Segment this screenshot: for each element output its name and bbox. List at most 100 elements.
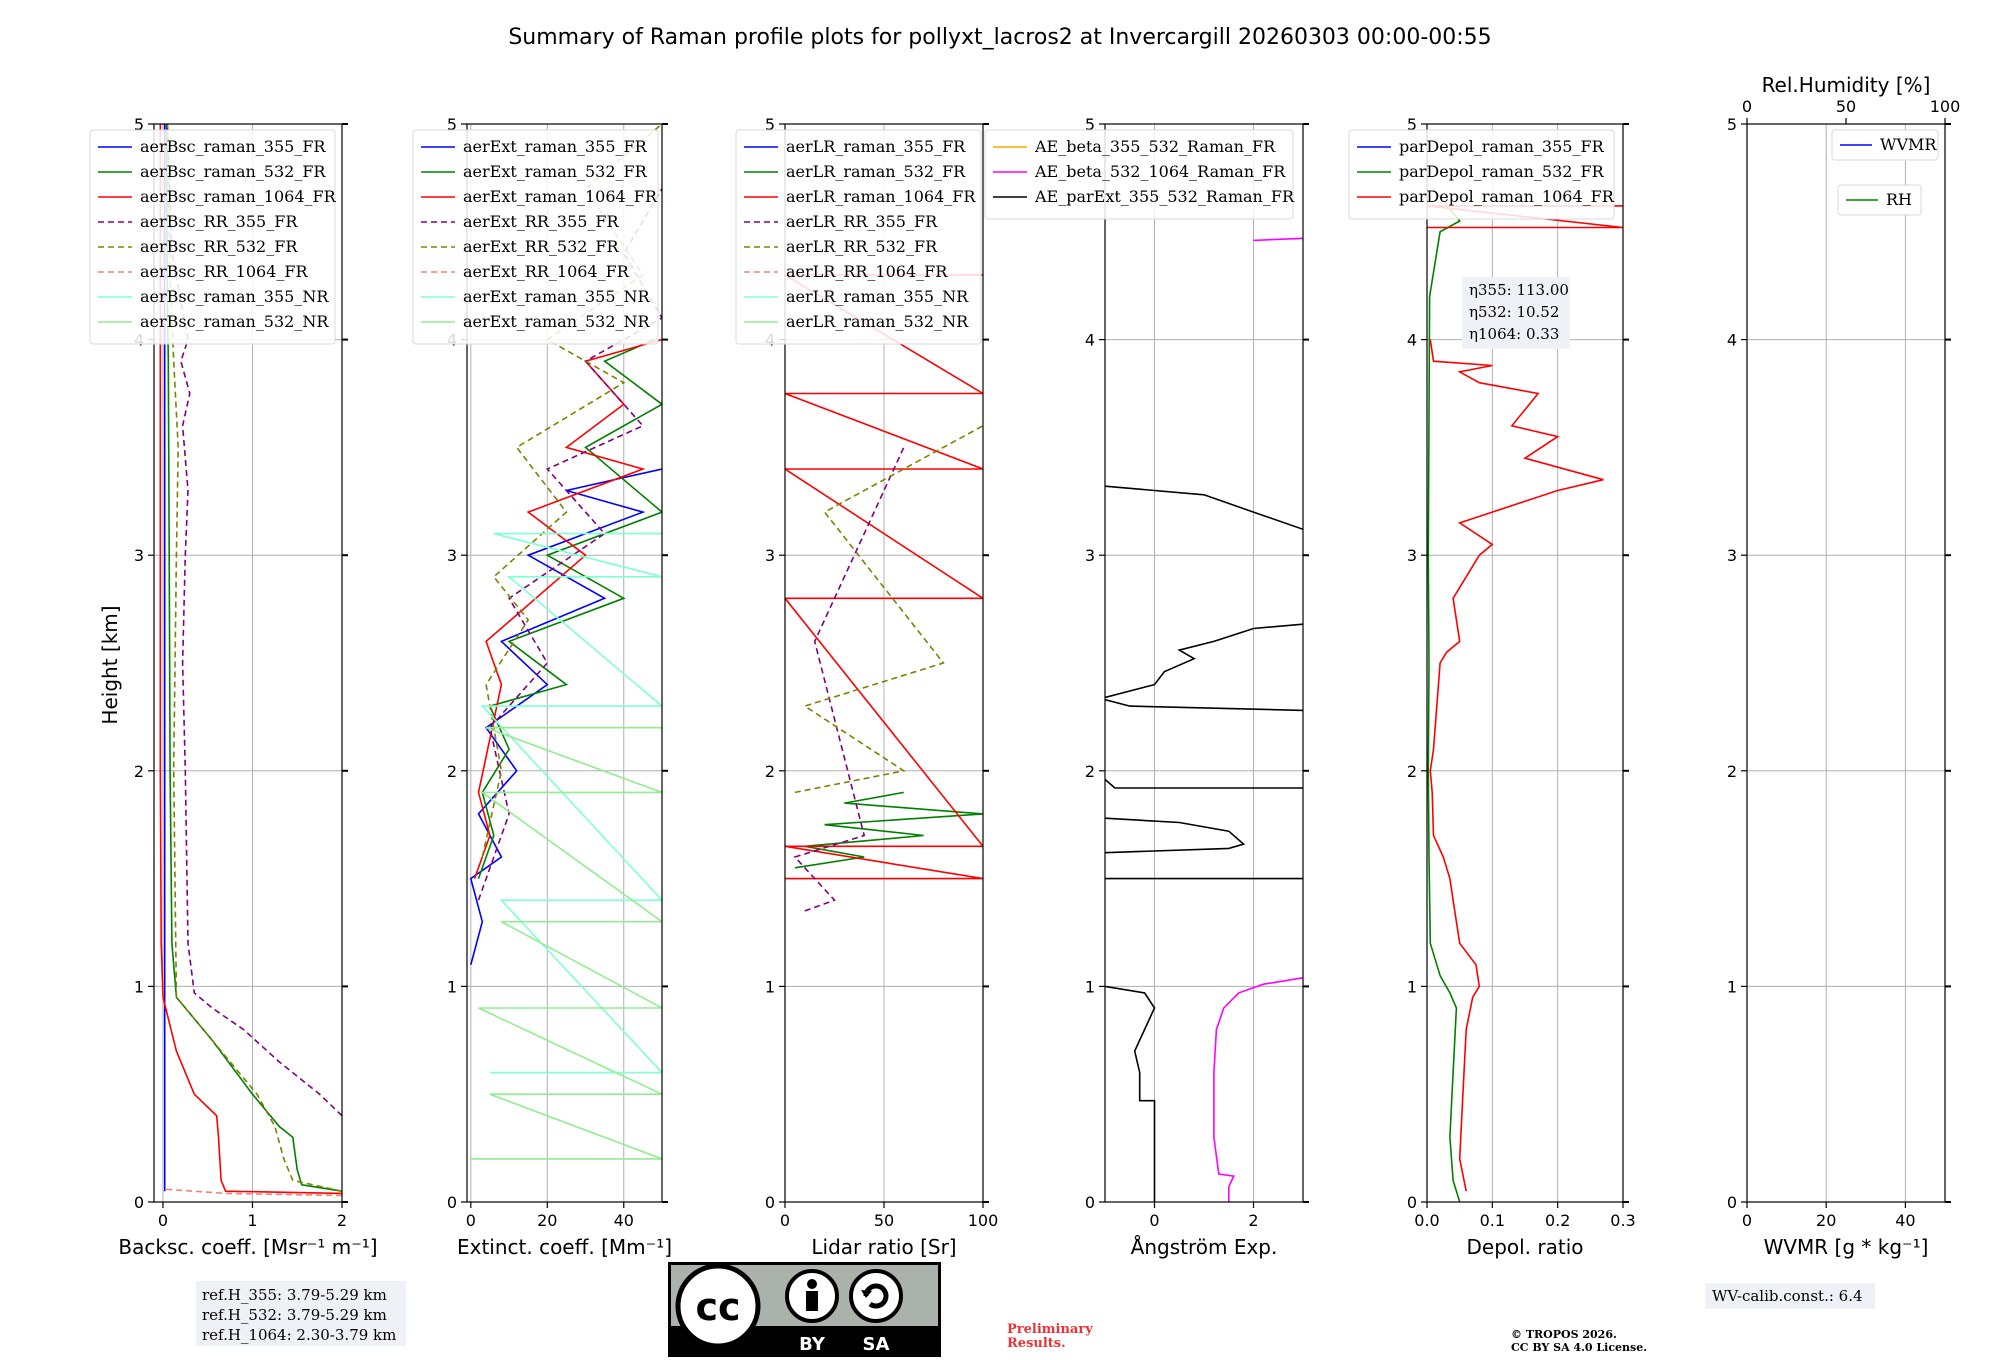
ref-h-532: ref.H_532: 3.79-5.29 km bbox=[202, 1306, 387, 1324]
eta-line: η532: 10.52 bbox=[1469, 303, 1559, 321]
y-tick-label: 1 bbox=[447, 977, 457, 996]
eta-annotation: η355: 113.00 η532: 10.52 η1064: 0.33 bbox=[1462, 277, 1570, 349]
y-tick-label: 4 bbox=[1085, 331, 1095, 350]
legend-label: aerExt_RR_1064_FR bbox=[463, 262, 630, 281]
plot-frame bbox=[153, 123, 343, 1203]
series-aerLR_raman_1064_FR bbox=[785, 274, 983, 880]
y-tick-label: 3 bbox=[1085, 546, 1095, 565]
x-tick-label: 50 bbox=[874, 1211, 894, 1230]
legend-label: aerBsc_RR_355_FR bbox=[140, 212, 298, 231]
cc-icon bbox=[675, 1263, 761, 1349]
series-aerBsc_RR_355_FR bbox=[166, 124, 342, 1117]
legend-label: aerExt_raman_532_NR bbox=[463, 312, 651, 331]
x-tick-label: 40 bbox=[614, 1211, 634, 1230]
panel-1: 012012345Backsc. coeff. [Msr⁻¹ m⁻¹]aerBs… bbox=[89, 115, 378, 1259]
legend-label: aerLR_raman_355_FR bbox=[786, 137, 966, 156]
y-tick-label: 3 bbox=[1407, 546, 1417, 565]
legend-label: AE_beta_532_1064_Raman_FR bbox=[1034, 162, 1286, 181]
legend-label: aerLR_RR_355_FR bbox=[786, 212, 938, 231]
plot-frame bbox=[1104, 123, 1304, 1203]
ref-height-box: ref.H_355: 3.79-5.29 km ref.H_532: 3.79-… bbox=[196, 1281, 406, 1346]
series-aerBsc_raman_1064_FR bbox=[159, 124, 342, 1195]
y-tick-label: 3 bbox=[134, 546, 144, 565]
y-tick-label: 1 bbox=[1085, 977, 1095, 996]
plot-frame bbox=[1426, 123, 1624, 1203]
legend-label: parDepol_raman_532_FR bbox=[1399, 162, 1605, 181]
legend-label: AE_parExt_355_532_Raman_FR bbox=[1034, 187, 1295, 206]
x-tick-label: 40 bbox=[1895, 1211, 1915, 1230]
eta-line: η1064: 0.33 bbox=[1469, 325, 1559, 343]
legend-box bbox=[735, 129, 982, 345]
legend-label: aerBsc_raman_355_FR bbox=[140, 137, 326, 156]
legend-box bbox=[984, 129, 1294, 220]
top-tick-label: 50 bbox=[1836, 97, 1856, 116]
series-group bbox=[159, 124, 342, 1197]
panel-6: 0 20 40 0 1 2 3 4 5 WVMR [g * kg⁻¹] 0 50 100Rel.Humi… bbox=[1727, 73, 1960, 1259]
legend-label: aerExt_raman_1064_FR bbox=[463, 187, 658, 206]
series-AE_beta_532_1064_Raman_FR bbox=[1213, 977, 1303, 1202]
legend: aerExt_raman_355_FR aerExt_raman_532_FRae… bbox=[412, 129, 659, 345]
series-AE_parExt_355_532_Raman_FR_7 bbox=[1105, 485, 1303, 531]
legend-label: aerBsc_raman_1064_FR bbox=[140, 187, 337, 206]
series-AE_parExt_355_532_Raman_FR_4 bbox=[1105, 778, 1303, 789]
y-tick-label: 2 bbox=[765, 762, 775, 781]
legend-label: aerBsc_raman_532_NR bbox=[140, 312, 329, 331]
y-tick-label: 3 bbox=[765, 546, 775, 565]
legend-label: aerLR_raman_355_NR bbox=[786, 287, 969, 306]
cc-license-badge: cc BY SA bbox=[668, 1262, 941, 1357]
x-tick-label: 2 bbox=[1248, 1211, 1258, 1230]
x-axis-label: Extinct. coeff. [Mm⁻¹] bbox=[457, 1235, 672, 1259]
x-tick-label: 0.1 bbox=[1480, 1211, 1505, 1230]
preliminary-line2: Results. bbox=[1007, 1336, 1066, 1351]
series-aerExt_raman_532_FR bbox=[477, 338, 662, 879]
y-tick-label: 2 bbox=[447, 762, 457, 781]
legend-label: aerLR_RR_1064_FR bbox=[786, 262, 948, 281]
legend-box bbox=[412, 129, 659, 345]
top-tick-label: 0 bbox=[1742, 97, 1752, 116]
panel-3: 050100012345Lidar ratio [Sr]aerLR_raman_… bbox=[735, 115, 999, 1259]
y-tick-label: 5 bbox=[447, 115, 457, 134]
x-tick-label: 0 bbox=[1742, 1211, 1752, 1230]
y-tick-label: 5 bbox=[134, 115, 144, 134]
series-AE_parExt_355_532_Raman_FR_3 bbox=[1105, 817, 1246, 854]
wv-calib-text: WV-calib.const.: 6.4 bbox=[1712, 1287, 1863, 1305]
preliminary-line1: Preliminary bbox=[1007, 1322, 1093, 1337]
legend: aerLR_raman_355_FR aerLR_raman_532_FR aerL… bbox=[735, 129, 982, 345]
x-tick-label: 20 bbox=[537, 1211, 557, 1230]
legend-label: aerBsc_raman_355_NR bbox=[140, 287, 329, 306]
series-aerExt_raman_532_NR bbox=[470, 726, 662, 1160]
x-tick-label: 0.0 bbox=[1414, 1211, 1439, 1230]
legend-label: aerBsc_RR_532_FR bbox=[140, 237, 298, 256]
legend-label: aerLR_raman_532_FR bbox=[786, 162, 966, 181]
legend-label: aerBsc_raman_532_FR bbox=[140, 162, 326, 181]
y-tick-label: 3 bbox=[1727, 546, 1737, 565]
legend-label: aerExt_raman_355_FR bbox=[463, 137, 648, 156]
series-aerLR_RR_532_FR bbox=[794, 425, 983, 794]
series-group bbox=[1105, 237, 1303, 1202]
legend: AE_beta_355_532_Raman_FR AE_beta_532_1064… bbox=[984, 129, 1295, 220]
panel-5: 0.0 0.1 0.2 0.3 0 1 2 3 4 5 Depol. ratio parDepol_r… bbox=[1348, 115, 1636, 1259]
x-axis-label: Backsc. coeff. [Msr⁻¹ m⁻¹] bbox=[118, 1235, 377, 1259]
legend-label: AE_beta_355_532_Raman_FR bbox=[1034, 137, 1276, 156]
y-tick-label: 0 bbox=[1407, 1193, 1417, 1212]
top-axis-label: Rel.Humidity [%] bbox=[1762, 73, 1931, 97]
series-aerBsc_RR_532_FR bbox=[166, 124, 342, 1192]
y-tick-label: 1 bbox=[765, 977, 775, 996]
x-axis-label: WVMR [g * kg⁻¹] bbox=[1764, 1235, 1929, 1259]
sa-text: SA bbox=[863, 1334, 890, 1355]
x-tick-label: 0.3 bbox=[1610, 1211, 1635, 1230]
legend-box bbox=[1348, 129, 1615, 220]
copyright-line2: CC BY SA 4.0 License. bbox=[1511, 1341, 1647, 1354]
series-AE_parExt_355_532_Raman_FR_5 bbox=[1105, 698, 1303, 712]
x-tick-label: 100 bbox=[968, 1211, 999, 1230]
legend-label: RH bbox=[1886, 190, 1912, 209]
panel-4: 0 2 0 1 2 3 4 5 Ångström Exp. AE_beta_355_532_Ram… bbox=[984, 115, 1309, 1259]
y-tick-label: 1 bbox=[1727, 977, 1737, 996]
x-tick-label: 0 bbox=[158, 1211, 168, 1230]
sa-share-icon bbox=[849, 1269, 903, 1323]
x-axis-label: Lidar ratio [Sr] bbox=[811, 1235, 956, 1259]
y-tick-label: 1 bbox=[1407, 977, 1417, 996]
y-axis-label: Height [km] bbox=[98, 605, 122, 724]
series-group bbox=[785, 274, 983, 912]
